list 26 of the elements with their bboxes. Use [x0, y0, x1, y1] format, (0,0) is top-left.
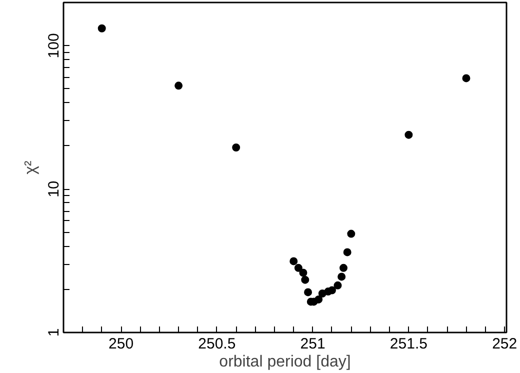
y-tick-label: 10	[46, 180, 62, 198]
y-tick-label: 1	[46, 328, 62, 337]
point	[334, 281, 342, 290]
point	[301, 276, 310, 284]
y-axis-title: χ²	[22, 160, 40, 174]
x-tick-label: 251	[300, 336, 326, 352]
x-axis-title: orbital period [day]	[219, 354, 351, 370]
point	[343, 248, 352, 256]
point	[174, 82, 183, 90]
point	[294, 264, 302, 272]
point	[404, 130, 413, 139]
point	[314, 295, 323, 304]
point	[98, 24, 106, 32]
x-tick-label: 251.5	[390, 336, 428, 352]
x-tick-label: 252	[492, 336, 518, 352]
x-tick-label: 250.5	[198, 336, 236, 352]
point	[347, 230, 356, 238]
point	[339, 264, 348, 272]
point	[304, 288, 312, 296]
point	[299, 268, 308, 277]
point	[462, 74, 470, 82]
x-tick-label: 250	[108, 336, 134, 352]
y-tick-label: 100	[46, 33, 62, 58]
point	[232, 144, 240, 152]
point	[338, 272, 346, 281]
point	[290, 257, 298, 266]
